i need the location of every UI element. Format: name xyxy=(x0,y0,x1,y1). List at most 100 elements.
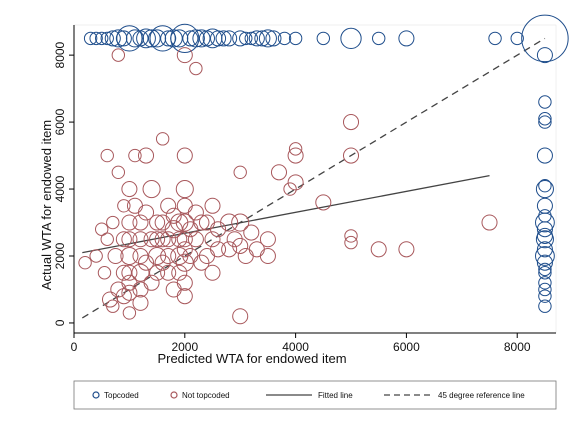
point-topcoded xyxy=(221,30,238,47)
point-topcoded xyxy=(83,31,98,46)
point-not-topcoded xyxy=(171,231,188,248)
point-topcoded xyxy=(510,31,524,46)
legend-box xyxy=(73,380,557,410)
point-topcoded xyxy=(538,262,552,277)
point-topcoded xyxy=(265,30,282,47)
point-topcoded xyxy=(538,115,552,129)
point-topcoded xyxy=(538,276,552,290)
point-topcoded xyxy=(239,31,253,46)
point-not-topcoded xyxy=(95,222,109,236)
point-not-topcoded xyxy=(232,237,249,254)
point-not-topcoded xyxy=(160,197,177,214)
point-topcoded xyxy=(186,29,205,48)
point-not-topcoded xyxy=(210,241,227,258)
y-tick-label: 0 xyxy=(53,319,67,326)
point-not-topcoded xyxy=(143,231,160,248)
point-not-topcoded xyxy=(121,231,138,248)
point-topcoded xyxy=(538,178,552,193)
point-not-topcoded xyxy=(187,231,204,248)
point-not-topcoded xyxy=(111,165,126,180)
point-not-topcoded xyxy=(193,214,210,231)
point-topcoded xyxy=(89,31,103,46)
point-topcoded xyxy=(316,31,331,46)
point-not-topcoded xyxy=(131,263,150,282)
reference-line-45-degree xyxy=(81,37,546,319)
legend-label-not-topcoded: Not topcoded xyxy=(182,391,230,400)
legend-label-45-degree-line: 45 degree reference line xyxy=(438,391,525,400)
point-not-topcoded xyxy=(204,197,221,214)
point-topcoded xyxy=(215,30,232,47)
point-not-topcoded xyxy=(143,274,160,291)
point-not-topcoded xyxy=(97,266,112,280)
point-not-topcoded xyxy=(315,194,332,211)
point-topcoded xyxy=(100,31,114,46)
point-not-topcoded xyxy=(106,215,120,230)
point-topcoded xyxy=(258,29,277,48)
point-not-topcoded xyxy=(270,164,288,181)
point-topcoded xyxy=(244,31,258,46)
point-topcoded xyxy=(538,282,552,297)
ref-lines xyxy=(81,37,546,319)
point-not-topcoded xyxy=(107,247,124,265)
point-topcoded xyxy=(136,28,156,49)
point-topcoded xyxy=(538,112,552,126)
point-not-topcoded xyxy=(164,220,183,239)
point-not-topcoded xyxy=(120,246,139,266)
point-not-topcoded xyxy=(100,232,114,246)
point-not-topcoded xyxy=(115,288,132,305)
x-tick-label: 4000 xyxy=(282,340,309,354)
point-not-topcoded xyxy=(149,231,166,248)
point-not-topcoded xyxy=(154,254,171,271)
x-ticks: 0 2000 4000 6000 8000 xyxy=(71,333,531,354)
point-not-topcoded xyxy=(111,48,126,62)
point-not-topcoded xyxy=(132,214,149,231)
y-tick-label: 4000 xyxy=(53,175,67,202)
point-not-topcoded xyxy=(176,288,193,305)
y-tick-label: 6000 xyxy=(53,108,67,135)
point-not-topcoded xyxy=(149,264,166,281)
point-not-topcoded xyxy=(175,180,194,199)
point-topcoded xyxy=(182,30,199,47)
point-topcoded xyxy=(536,254,553,271)
point-not-topcoded xyxy=(231,213,250,232)
point-not-topcoded xyxy=(137,254,155,271)
point-topcoded xyxy=(536,221,553,238)
point-topcoded xyxy=(248,30,265,47)
point-not-topcoded xyxy=(481,214,498,231)
point-topcoded xyxy=(254,30,271,47)
point-topcoded xyxy=(538,289,552,303)
point-topcoded xyxy=(535,180,554,199)
point-topcoded xyxy=(340,27,362,50)
point-not-topcoded xyxy=(204,264,221,281)
point-not-topcoded xyxy=(233,165,247,180)
point-not-topcoded xyxy=(193,254,210,271)
point-not-topcoded xyxy=(288,142,303,156)
fitted-line xyxy=(82,175,490,254)
point-not-topcoded xyxy=(226,231,243,248)
point-not-topcoded xyxy=(220,213,239,232)
point-topcoded xyxy=(232,30,249,47)
point-not-topcoded xyxy=(176,47,193,64)
point-not-topcoded xyxy=(154,231,171,248)
point-not-topcoded xyxy=(176,274,193,291)
point-not-topcoded xyxy=(121,214,138,231)
point-topcoded xyxy=(288,31,303,46)
point-not-topcoded xyxy=(342,147,360,164)
legend-label-fitted-line: Fitted line xyxy=(318,391,353,400)
point-topcoded xyxy=(142,29,161,48)
point-not-topcoded xyxy=(137,204,155,221)
point-not-topcoded xyxy=(221,241,238,258)
legend: Topcoded Not topcoded Fitted line 45 deg… xyxy=(73,380,557,410)
point-not-topcoded xyxy=(344,235,358,250)
point-topcoded xyxy=(536,241,553,258)
point-not-topcoded xyxy=(106,299,120,313)
point-not-topcoded xyxy=(189,61,203,76)
point-topcoded xyxy=(277,31,292,46)
point-topcoded xyxy=(535,230,554,249)
point-not-topcoded xyxy=(89,249,103,263)
point-not-topcoded xyxy=(121,264,138,281)
point-not-topcoded xyxy=(100,148,114,163)
point-topcoded xyxy=(116,25,143,52)
point-topcoded xyxy=(538,266,552,280)
